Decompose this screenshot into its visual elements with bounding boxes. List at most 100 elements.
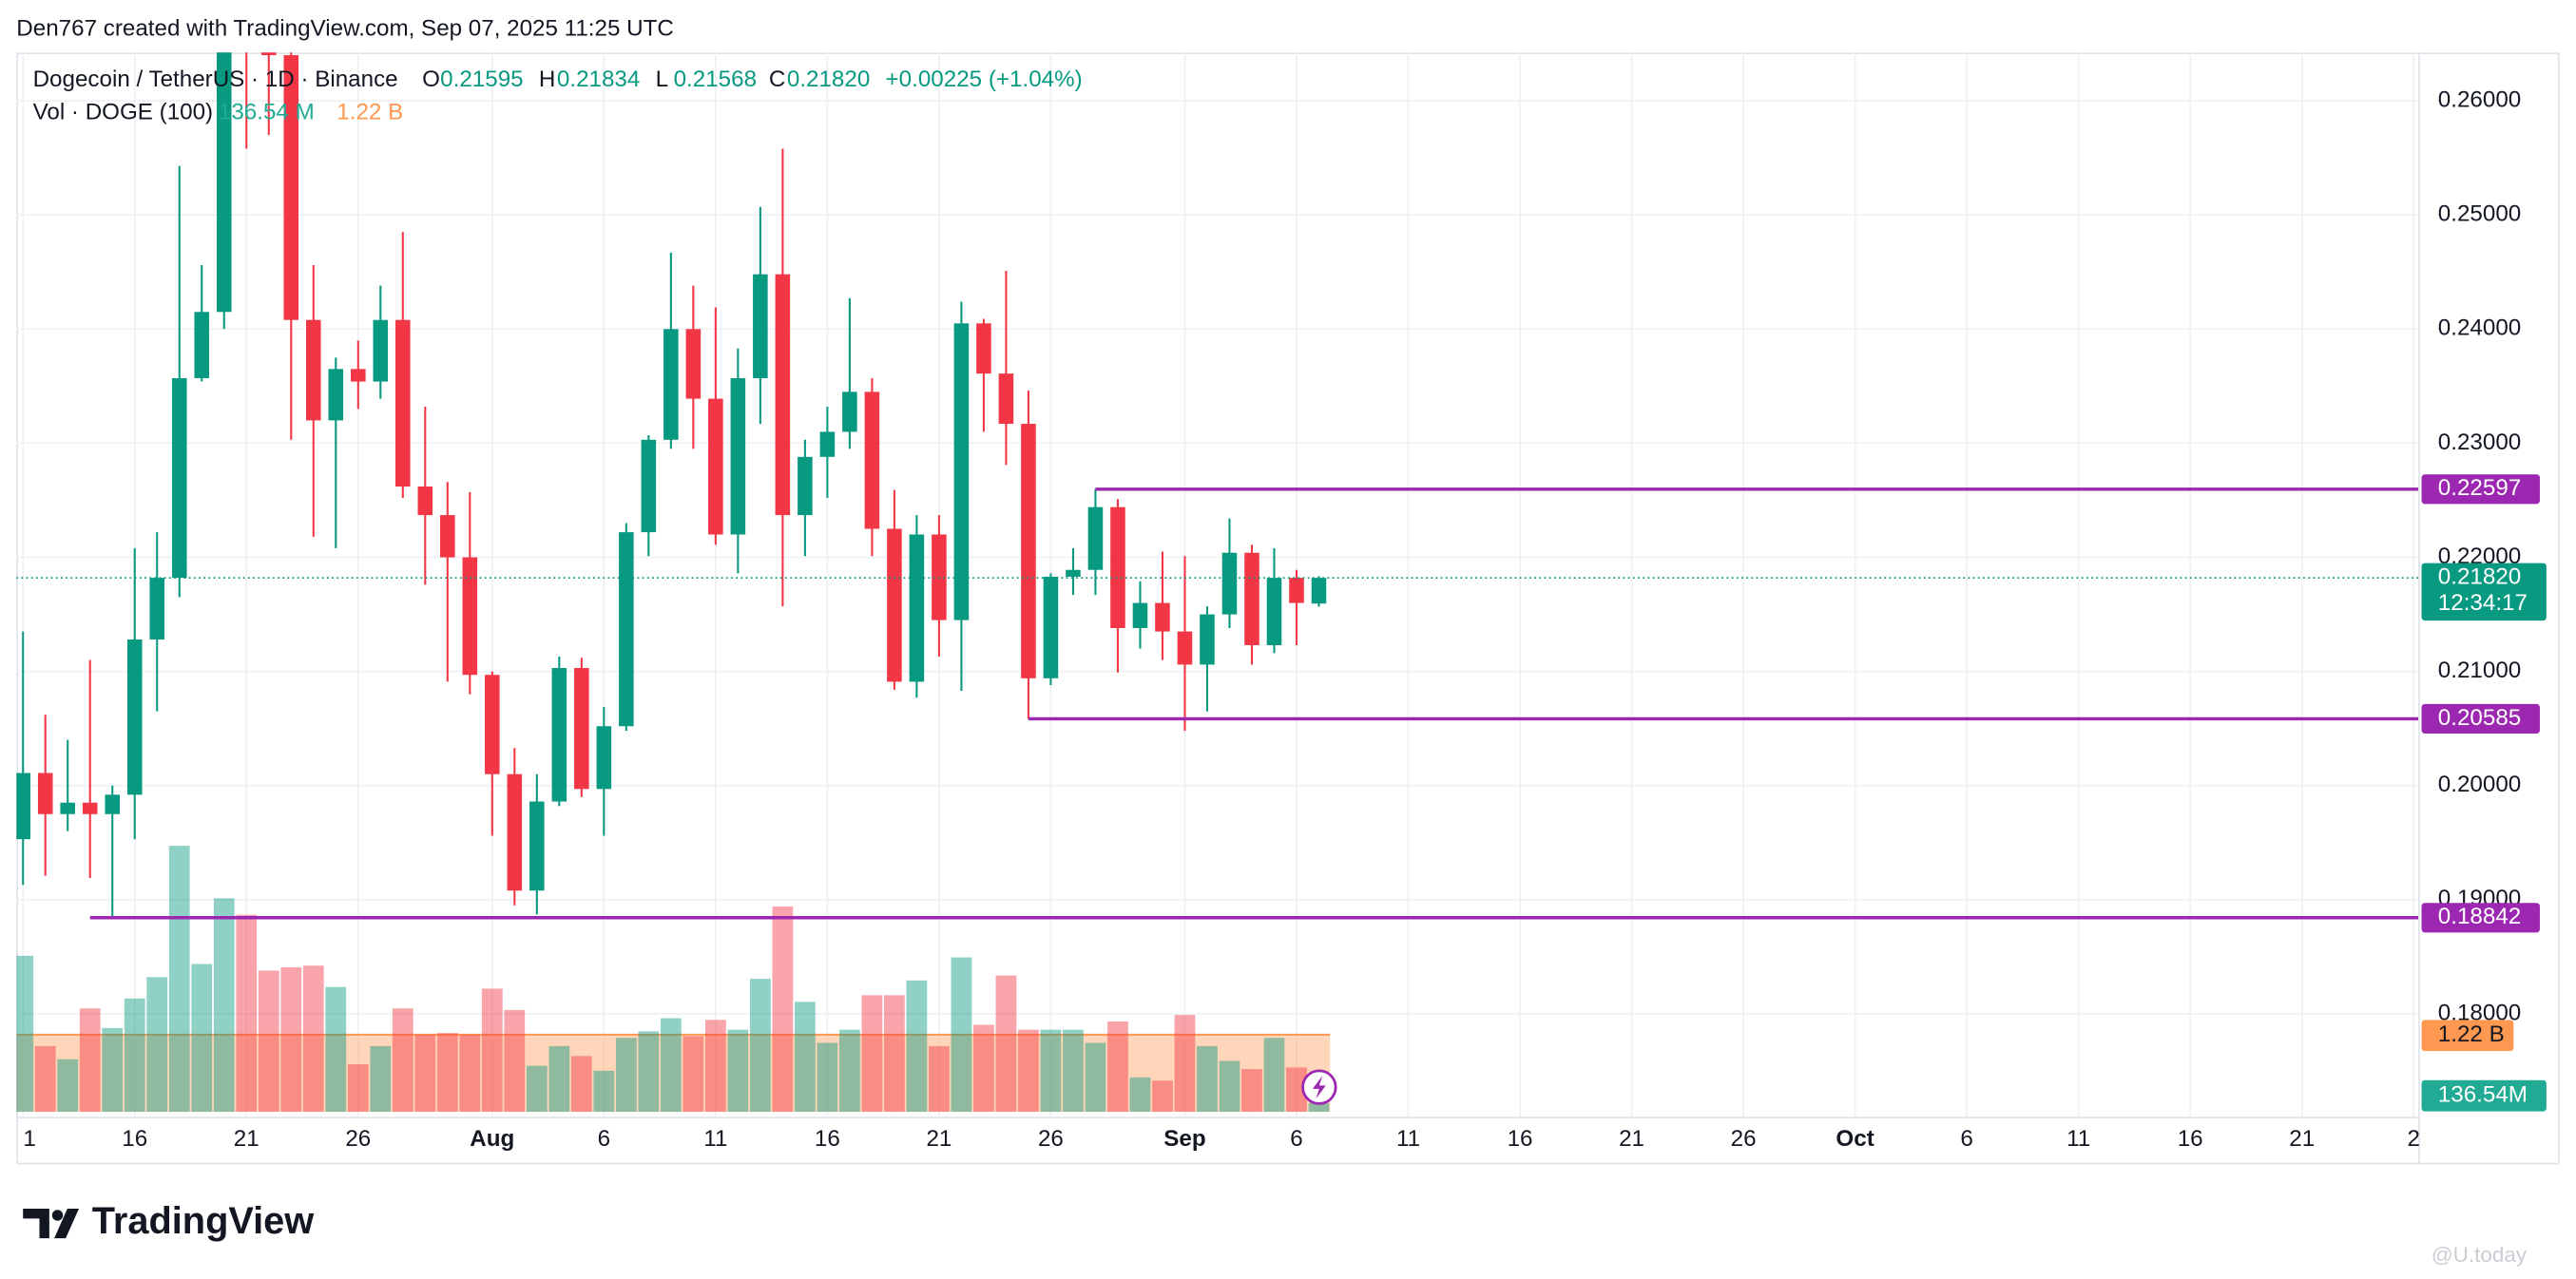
- x-tick-label: 21: [2289, 1126, 2315, 1152]
- candle-body: [1132, 602, 1148, 628]
- ohlc-key: H: [539, 67, 555, 92]
- axes: 1 16 21 26 Aug 6 11 16 21 26 Sep 6 11 16 21 26 Oct 6 11 16 2…: [23, 86, 2547, 1152]
- ohlc-key: L: [656, 67, 668, 92]
- volume-bar: [1219, 1060, 1240, 1113]
- candle-body: [753, 274, 768, 378]
- volume-bar: [660, 1018, 682, 1113]
- x-tick-label: Oct: [1836, 1126, 1874, 1152]
- x-tick-label: Sep: [1163, 1126, 1205, 1152]
- volume-bar: [481, 988, 503, 1113]
- volume-value: 136.54 M: [219, 100, 315, 125]
- level-label: 0.18842: [2438, 904, 2521, 929]
- candle-body: [596, 726, 612, 790]
- x-tick-label: 2: [2408, 1126, 2420, 1152]
- ohlc-value: 0.21595: [440, 67, 523, 92]
- candle-body: [1110, 506, 1125, 628]
- volume-bar: [749, 979, 771, 1113]
- y-tick-label: 0.21000: [2438, 658, 2521, 683]
- x-tick-label: 26: [1731, 1126, 1757, 1152]
- logo-text: TradingView: [92, 1200, 314, 1242]
- candle-body: [1221, 552, 1238, 615]
- watermark: @U.today: [2432, 1243, 2528, 1267]
- candle-body: [283, 55, 299, 320]
- volume-bar: [16, 955, 34, 1113]
- x-tick-label: 26: [1038, 1126, 1064, 1152]
- volume-bar: [1174, 1015, 1196, 1113]
- level-tag: [2421, 903, 2540, 933]
- chart-frame: [16, 52, 2560, 1165]
- candle-body: [395, 319, 411, 487]
- candle-body: [551, 668, 567, 802]
- candle-body: [1021, 423, 1036, 678]
- candle-body: [998, 373, 1014, 424]
- candle-body: [507, 773, 523, 891]
- volume-bar: [504, 1009, 526, 1113]
- level-label: 0.22597: [2438, 475, 2521, 501]
- volume-bar: [1107, 1021, 1128, 1113]
- x-tick-label: 6: [1960, 1126, 1972, 1152]
- x-tick-label: 6: [598, 1126, 610, 1152]
- volume-bar: [459, 1034, 481, 1113]
- x-tick-label: 1: [23, 1126, 35, 1152]
- candle-body: [730, 377, 746, 535]
- y-tick-label: 0.23000: [2438, 430, 2521, 455]
- ohlc-value: 0.21834: [557, 67, 640, 92]
- candle-body: [149, 578, 165, 640]
- volume-bar: [1241, 1069, 1262, 1113]
- volume-bar: [436, 1033, 458, 1113]
- last-price-tag: [2421, 563, 2547, 621]
- x-tick-label: Aug: [470, 1126, 514, 1152]
- volume-bar: [995, 975, 1017, 1113]
- volume-bar: [347, 1063, 369, 1113]
- candle-body: [1289, 578, 1304, 603]
- volume-bar: [168, 846, 190, 1113]
- ohlc-key: C: [769, 67, 785, 92]
- volume-bar: [124, 998, 145, 1113]
- volume-ma-area: [16, 1034, 1331, 1113]
- candle-body: [351, 369, 366, 382]
- x-tick-label: 16: [2178, 1126, 2203, 1152]
- candle-body: [328, 369, 344, 421]
- candle-body: [440, 515, 455, 558]
- volume-tag-label: 136.54M: [2438, 1082, 2528, 1108]
- volume-bar: [213, 898, 235, 1113]
- candle-body: [1266, 578, 1282, 645]
- volume-bar: [884, 995, 905, 1113]
- candle-body: [216, 52, 232, 313]
- candle-body: [194, 312, 210, 378]
- logo: [23, 1209, 79, 1239]
- volume-bar: [1152, 1080, 1173, 1113]
- candle-body: [529, 801, 545, 891]
- candle-body: [574, 668, 589, 790]
- volume-bar: [1085, 1042, 1106, 1113]
- candle-body: [887, 528, 902, 682]
- volume-bar: [280, 966, 302, 1113]
- volume-bar: [839, 1029, 860, 1113]
- volume-bar: [973, 1024, 994, 1113]
- volume-bar: [392, 1008, 413, 1113]
- ohlc-key: O: [422, 67, 440, 92]
- y-tick-label: 0.20000: [2438, 772, 2521, 797]
- volume-bar: [146, 977, 168, 1113]
- volume-bar: [548, 1045, 570, 1113]
- last-price-label: 0.21820: [2438, 564, 2521, 590]
- candle-body: [105, 794, 121, 814]
- volume-bar: [727, 1029, 749, 1113]
- volume-bar: [1129, 1077, 1151, 1113]
- candle-body: [126, 639, 143, 795]
- candle-body: [641, 439, 657, 533]
- candle-body: [171, 377, 187, 579]
- credit: Den767 created with TradingView.com, Sep…: [16, 16, 674, 42]
- ohlc-value: 0.21568: [674, 67, 757, 92]
- volume-bar: [79, 1008, 101, 1113]
- x-tick-label: 26: [345, 1126, 371, 1152]
- volume-bar: [570, 1056, 592, 1113]
- volume-bar: [593, 1070, 615, 1113]
- volume-ma-tag: [2421, 1020, 2514, 1052]
- level-label: 0.20585: [2438, 705, 2521, 731]
- x-tick-label: 11: [2067, 1126, 2090, 1152]
- volume-bar: [817, 1042, 838, 1113]
- volume-bar: [682, 1036, 704, 1113]
